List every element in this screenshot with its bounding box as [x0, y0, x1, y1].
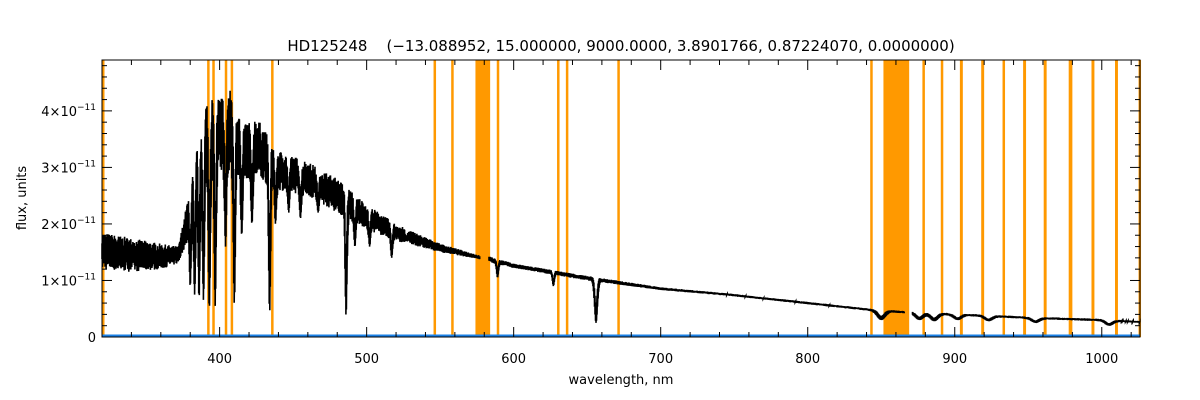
y-tick-label: 2×10−11: [41, 216, 96, 233]
mask-band: [1023, 60, 1027, 337]
mask-band: [981, 60, 985, 337]
x-tick-label: 900: [942, 352, 967, 367]
x-tick-label: 500: [354, 352, 379, 367]
y-tick-label: 3×10−11: [41, 159, 96, 176]
mask-band: [617, 60, 620, 337]
mask-band: [1002, 60, 1006, 337]
mask-band: [433, 60, 437, 337]
mask-band: [565, 60, 569, 337]
mask-bands: [102, 60, 1142, 337]
y-tick-label: 1×10−11: [41, 272, 96, 289]
spectrum-line: [101, 90, 1141, 326]
mask-band: [557, 60, 560, 337]
spectrum-series: [101, 90, 1141, 338]
mask-band: [959, 60, 963, 337]
mask-band: [496, 60, 500, 337]
mask-band: [475, 60, 491, 337]
chart-title: HD125248 (−13.088952, 15.000000, 9000.00…: [287, 37, 954, 55]
x-tick-label: 700: [648, 352, 673, 367]
y-axis-label: flux, units: [15, 166, 30, 231]
mask-band: [1115, 60, 1118, 337]
mask-band: [922, 60, 925, 337]
mask-band: [102, 60, 105, 337]
mask-band: [1091, 60, 1095, 337]
x-axis-label: wavelength, nm: [569, 373, 674, 388]
x-tick-label: 400: [207, 352, 232, 367]
x-tick-label: 600: [501, 352, 526, 367]
y-tick-label: 0: [88, 331, 96, 346]
mask-band: [870, 60, 873, 337]
mask-band: [451, 60, 454, 337]
mask-band: [1068, 60, 1073, 337]
axes: 400 500 600 700 800 900 1000 0 1×10−11 2×10−11 3×1…: [41, 59, 1141, 367]
mask-band: [1043, 60, 1047, 337]
mask-band: [940, 60, 944, 337]
mask-band: [230, 60, 234, 337]
y-tick-label: 4×10−11: [41, 103, 96, 120]
x-tick-label: 800: [795, 352, 820, 367]
mask-band: [271, 60, 274, 337]
plot-frame: [101, 59, 1141, 338]
mask-band: [883, 60, 910, 337]
x-tick-label: 1000: [1085, 352, 1118, 367]
